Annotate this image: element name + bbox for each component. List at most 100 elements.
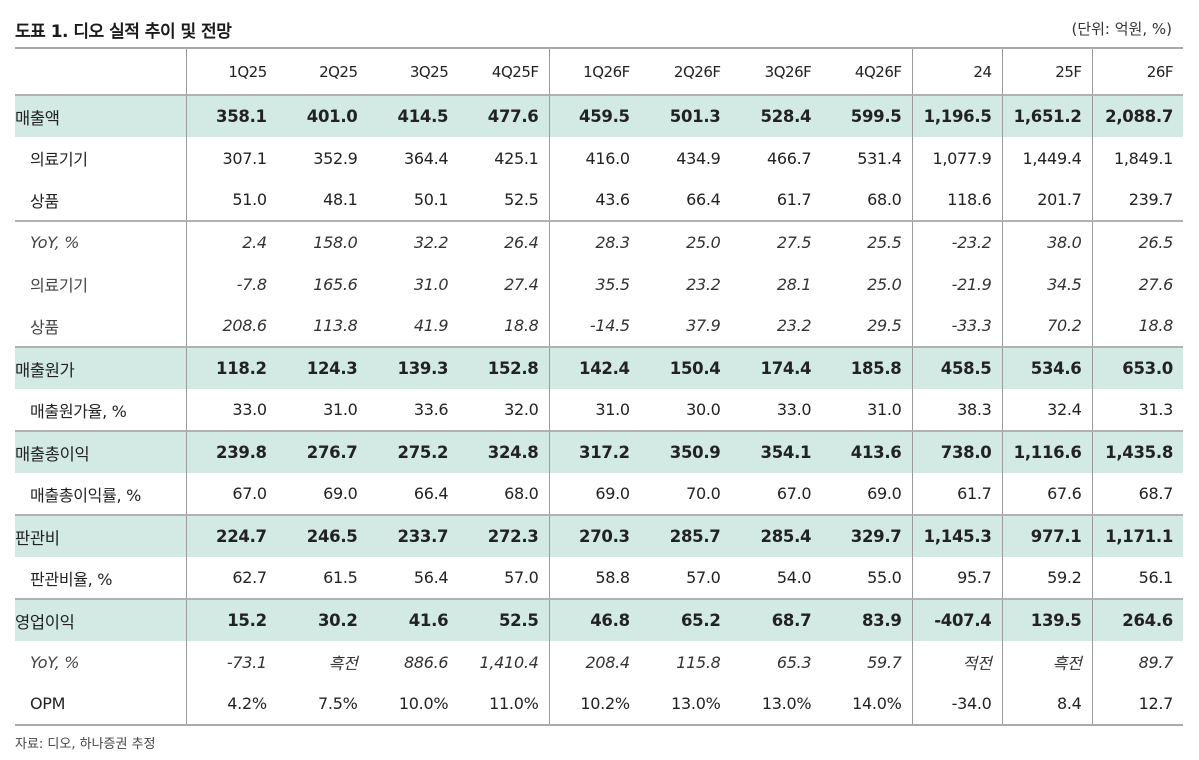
row-label: 의료기기 xyxy=(30,150,88,169)
column-header: 3Q26F xyxy=(764,62,812,81)
table-cell: 적전 xyxy=(911,641,1002,683)
table-cell: 152.8 xyxy=(458,346,549,389)
table-cell: 50.1 xyxy=(413,190,449,209)
table-row: 의료기기 307.1 352.9 364.4 425.1 416.0 434.9 466.7 5… xyxy=(15,137,1183,179)
table-cell: 65.3 xyxy=(776,652,812,672)
row-label: OPM xyxy=(15,683,186,726)
table-cell: 32.4 xyxy=(1001,389,1092,431)
table-cell: 38.0 xyxy=(1001,220,1092,263)
table-cell: 10.0% xyxy=(367,683,459,726)
column-header: 25F xyxy=(1001,48,1092,95)
table-cell: 1,449.4 xyxy=(1001,137,1092,179)
table-cell: 61.7 xyxy=(911,473,1002,515)
row-label: 매출총이익률, % xyxy=(30,485,141,505)
table-cell: 246.5 xyxy=(276,514,368,557)
table-cell: 738.0 xyxy=(911,430,1002,473)
table-cell: 68.0 xyxy=(867,190,902,209)
table-cell: 270.3 xyxy=(548,514,640,557)
table-cell: 31.3 xyxy=(1091,389,1183,431)
table-cell: 1,410.4 xyxy=(479,652,539,672)
table-cell: 501.3 xyxy=(639,94,731,137)
table-cell: 239.7 xyxy=(1091,179,1183,221)
table-cell: 35.5 xyxy=(548,263,640,305)
table-cell: 413.6 xyxy=(821,430,912,473)
column-header: 1Q25 xyxy=(185,48,277,95)
table-cell: -7.8 xyxy=(185,263,277,305)
table-cell: 185.8 xyxy=(821,346,912,389)
table-cell: 89.7 xyxy=(1091,641,1183,683)
table-cell: 흑전 xyxy=(328,654,358,673)
table-cell: 55.0 xyxy=(867,568,902,587)
table-row: 매출총이익률, % 67.0 69.0 66.4 68.0 69.0 70.0 67.0 69.… xyxy=(15,473,1183,515)
table-cell: 56.1 xyxy=(1091,557,1183,599)
table-cell: 150.4 xyxy=(639,346,731,389)
table-cell: 48.1 xyxy=(323,190,358,209)
table-cell: 364.4 xyxy=(403,148,449,168)
row-label: 매출총이익 xyxy=(15,430,186,473)
table-cell: 62.7 xyxy=(185,557,277,599)
table-cell: 118.2 xyxy=(185,346,277,389)
unit-note: (단위: 억원, %) xyxy=(1071,20,1172,38)
table-cell: 208.6 xyxy=(185,305,277,347)
table-cell: 67.6 xyxy=(1001,473,1092,515)
table-cell: 352.9 xyxy=(313,148,358,168)
table-cell: 33.0 xyxy=(776,400,812,419)
table-cell: 531.4 xyxy=(857,148,902,168)
table-cell: 27.5 xyxy=(730,220,822,263)
table-cell: 95.7 xyxy=(911,557,1002,599)
table-cell: 33.6 xyxy=(413,400,449,419)
table-row: 매출원가율, % 33.0 31.0 33.6 32.0 31.0 30.0 33.0 31.0… xyxy=(15,389,1183,431)
table-cell: 27.6 xyxy=(1091,263,1183,305)
table-title: 도표 1. 디오 실적 추이 및 전망 xyxy=(15,22,232,42)
table-cell: 1,077.9 xyxy=(911,137,1002,179)
table-cell: 38.3 xyxy=(911,389,1002,431)
table-cell: 68.0 xyxy=(504,484,539,503)
table-cell: 31.0 xyxy=(323,400,358,419)
row-label: 영업이익 xyxy=(15,598,186,641)
row-label: 의료기기 xyxy=(30,276,88,295)
table-cell: 414.5 xyxy=(367,94,459,137)
table-cell: 139.3 xyxy=(367,346,459,389)
table-cell: 158.0 xyxy=(276,220,368,263)
table-row: 상품 208.6 113.8 41.9 18.8 -14.5 37.9 23.2 29.5 -33… xyxy=(15,305,1183,347)
table-cell: 477.6 xyxy=(458,94,549,137)
table-cell: 329.7 xyxy=(821,514,912,557)
table-cell: 416.0 xyxy=(548,137,640,179)
table-cell: 233.7 xyxy=(367,514,459,557)
table-row: 상품 51.0 48.1 50.1 52.5 43.6 66.4 61.7 68.0 118.6 2… xyxy=(15,179,1183,221)
row-label: 판관비 xyxy=(15,514,186,557)
table-cell: 276.7 xyxy=(276,430,368,473)
table-cell: 70.2 xyxy=(1001,305,1092,347)
table-cell: 11.0% xyxy=(458,683,549,726)
table-cell: 434.9 xyxy=(676,148,721,168)
table-cell: 12.7 xyxy=(1091,683,1183,726)
table-cell: 1,196.5 xyxy=(911,94,1002,137)
table-cell: 4.2% xyxy=(185,683,277,726)
table-cell: 66.4 xyxy=(413,484,449,503)
table-cell: 239.8 xyxy=(185,430,277,473)
table-cell: 459.5 xyxy=(548,94,640,137)
table-cell: 534.6 xyxy=(1001,346,1092,389)
table-row: 판관비율, % 62.7 61.5 56.4 57.0 58.8 57.0 54.0 55.0 9… xyxy=(15,557,1183,599)
table-cell: 201.7 xyxy=(1001,179,1092,221)
table-cell: 307.1 xyxy=(185,137,277,179)
row-label: YoY, % xyxy=(15,220,186,263)
table-cell: 67.0 xyxy=(185,473,277,515)
table-cell: 272.3 xyxy=(458,514,549,557)
table-cell: 46.8 xyxy=(548,598,640,641)
table-cell: 317.2 xyxy=(548,430,640,473)
table-cell: 31.0 xyxy=(413,274,449,294)
table-cell: 285.4 xyxy=(730,514,822,557)
table-cell: 52.5 xyxy=(504,190,539,209)
row-label: 상품 xyxy=(30,191,59,211)
table-cell: 26.4 xyxy=(458,220,549,263)
table-cell: 275.2 xyxy=(367,430,459,473)
table-cell: 466.7 xyxy=(766,148,812,168)
table-cell: 29.5 xyxy=(867,316,902,335)
table-cell: 65.2 xyxy=(639,598,731,641)
table-cell: -14.5 xyxy=(548,305,640,347)
row-label: 상품 xyxy=(30,317,59,337)
table-cell: -21.9 xyxy=(911,263,1002,305)
table-row: OPM 4.2% 7.5% 10.0% 11.0% 10.2% 13.0% 13.0% 14.0… xyxy=(15,683,1183,726)
table-row: 판관비 224.7 246.5 233.7 272.3 270.3 285.7 285.4 32… xyxy=(15,514,1183,557)
